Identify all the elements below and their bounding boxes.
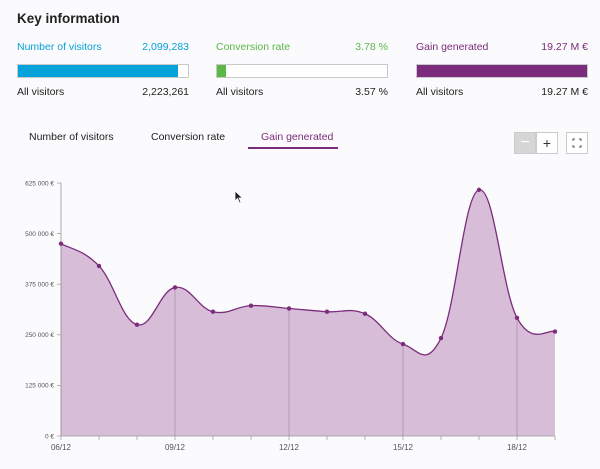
y-tick-label: 250 000 € (25, 332, 54, 339)
kpi-label: Gain generated (416, 41, 489, 53)
y-tick-label: 375 000 € (25, 282, 54, 289)
kpi-gain: Gain generated 19.27 M € All visitors 19… (416, 40, 588, 99)
data-point (248, 303, 254, 308)
chart-tabs: Number of visitors Conversion rate Gain … (0, 131, 600, 153)
data-point (286, 306, 292, 311)
y-tick-label: 0 € (45, 433, 54, 440)
area-fill (61, 189, 555, 436)
kpi-value: 19.27 M € (541, 41, 588, 53)
data-point (438, 335, 444, 341)
section-title: Key information (17, 11, 120, 26)
data-point (476, 187, 482, 193)
data-point (552, 329, 558, 334)
kpi-progress-fill (417, 65, 587, 77)
kpi-progress-bar (216, 64, 388, 78)
kpi-progress-fill (18, 65, 179, 77)
data-point (172, 285, 178, 290)
kpi-conversion: Conversion rate 3.78 % All visitors 3.57… (216, 40, 388, 99)
data-point (362, 311, 368, 316)
tab-gain-generated[interactable]: Gain generated (261, 131, 334, 143)
kpi-progress-fill (217, 65, 227, 77)
x-tick-label: 15/12 (393, 443, 414, 452)
data-point (134, 322, 140, 327)
zoom-out-button[interactable]: − (514, 132, 536, 154)
kpi-progress-bar (17, 64, 189, 78)
kpi-value: 2,099,283 (142, 41, 189, 53)
mouse-cursor-icon (234, 190, 244, 204)
data-point (210, 309, 216, 314)
plus-icon: + (542, 135, 552, 151)
y-tick-label: 500 000 € (25, 231, 54, 238)
x-tick-label: 06/12 (51, 443, 72, 452)
data-point (58, 241, 64, 246)
kpi-label: Number of visitors (17, 41, 102, 53)
x-tick-label: 18/12 (507, 443, 528, 452)
x-tick-label: 12/12 (279, 443, 300, 452)
tab-number-of-visitors[interactable]: Number of visitors (29, 131, 114, 143)
y-tick-label: 125 000 € (25, 383, 54, 390)
zoom-in-button[interactable]: + (536, 132, 558, 154)
minus-icon: − (520, 134, 530, 151)
kpi-value: 3.78 % (355, 41, 388, 53)
y-tick-label: 625 000 € (25, 180, 54, 187)
data-point (514, 315, 520, 320)
kpi-bottom-value: 3.57 % (355, 86, 388, 98)
kpi-progress-bar (416, 64, 588, 78)
expand-icon (572, 138, 582, 148)
kpi-bottom-value: 2,223,261 (142, 86, 189, 98)
data-point (400, 341, 406, 347)
kpi-bottom-label: All visitors (17, 86, 65, 98)
kpi-bottom-value: 19.27 M € (541, 86, 588, 98)
data-point (96, 263, 102, 269)
fullscreen-button[interactable] (566, 132, 588, 154)
zoom-controls: − + (514, 132, 588, 154)
kpi-label: Conversion rate (216, 41, 291, 53)
x-tick-label: 09/12 (165, 443, 186, 452)
gain-chart: 0 € 125 000 € 250 000 € 375 000 € 500 000 € 6… (25, 180, 558, 452)
tab-conversion-rate[interactable]: Conversion rate (151, 131, 226, 143)
kpi-bottom-label: All visitors (416, 86, 464, 98)
kpi-bottom-label: All visitors (216, 86, 264, 98)
kpi-visitors: Number of visitors 2,099,283 All visitor… (17, 40, 189, 99)
active-tab-indicator (248, 147, 338, 149)
data-point (324, 309, 330, 314)
